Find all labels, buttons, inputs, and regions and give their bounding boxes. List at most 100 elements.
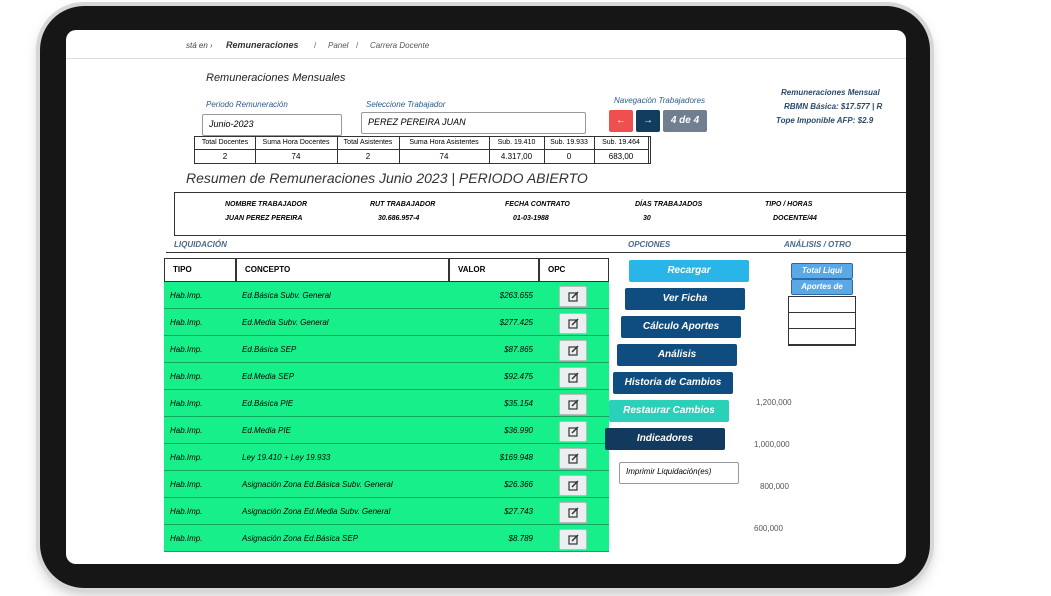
print-select[interactable]: Imprimir Liquidación(es) (619, 462, 739, 484)
edit-icon (568, 399, 579, 410)
option-button[interactable]: Análisis (617, 344, 737, 366)
edit-button[interactable] (559, 340, 587, 361)
table-header: CONCEPTO (236, 258, 449, 282)
axis-label: 1,000,000 (754, 440, 790, 449)
edit-button[interactable] (559, 475, 587, 496)
edit-icon (568, 453, 579, 464)
summary-header: Total Docentes (195, 137, 256, 150)
breadcrumb-bar (66, 30, 906, 59)
row-type: Hab.Imp. (170, 291, 203, 300)
worker-header: FECHA CONTRATO (505, 201, 570, 208)
edit-button[interactable] (559, 421, 587, 442)
row-type: Hab.Imp. (170, 507, 203, 516)
analysis-tab[interactable]: Aportes de (791, 279, 853, 295)
section-label: ANÁLISIS / OTRO (784, 240, 852, 249)
row-concept: Ley 19.410 + Ley 19.933 (242, 453, 331, 462)
summary-value: 2 (195, 150, 256, 163)
summary-value: 74 (255, 150, 338, 163)
edit-button[interactable] (559, 286, 587, 307)
analysis-tab[interactable]: Total Liqui (791, 263, 853, 279)
options-panel: Recargar Ver Ficha Cálculo Aportes Análisis… (605, 260, 756, 500)
edit-button[interactable] (559, 448, 587, 469)
table-row (164, 525, 609, 552)
row-concept: Ed.Media SEP (242, 372, 295, 381)
row-concept: Ed.Básica Subv. General (242, 291, 331, 300)
row-type: Hab.Imp. (170, 534, 203, 543)
row-type: Hab.Imp. (170, 345, 203, 354)
table-row (164, 471, 609, 498)
edit-button[interactable] (559, 529, 587, 550)
table-row (164, 390, 609, 417)
row-concept: Asignación Zona Ed.Media Subv. General (242, 507, 391, 516)
row-value: $169.948 (499, 453, 533, 462)
worker-value: 30.686.957-4 (378, 215, 420, 222)
row-concept: Ed.Básica PIE (242, 399, 294, 408)
summary-value: 683,00 (594, 150, 649, 163)
info-text: Tope Imponible AFP: $2.9 (776, 116, 874, 125)
option-button[interactable]: Recargar (629, 260, 749, 282)
position-indicator: 4 de 4 (663, 110, 707, 132)
table-row (164, 444, 609, 471)
axis-label: 600,000 (754, 524, 783, 533)
summary-header: Suma Hora Asistentes (399, 137, 490, 150)
section-title: Resumen de Remuneraciones Junio 2023 | P… (186, 170, 588, 186)
page-heading: Remuneraciones Mensuales (206, 72, 346, 84)
table-row (164, 417, 609, 444)
edit-button[interactable] (559, 394, 587, 415)
field-label: Seleccione Trabajador (366, 100, 446, 109)
summary-header: Sub. 19.464 (594, 137, 649, 150)
edit-button[interactable] (559, 502, 587, 523)
breadcrumb-item[interactable]: Panel (328, 41, 349, 50)
edit-icon (568, 507, 579, 518)
edit-icon (568, 426, 579, 437)
row-type: Hab.Imp. (170, 399, 203, 408)
worker-value: DOCENTE/44 (773, 215, 817, 222)
section-label: OPCIONES (628, 240, 671, 249)
summary-value: 74 (399, 150, 490, 163)
worker-header: DÍAS TRABAJADOS (635, 201, 703, 208)
summary-header: Suma Hora Docentes (255, 137, 338, 150)
option-button[interactable]: Historia de Cambios (613, 372, 733, 394)
row-value: $277.425 (499, 318, 533, 327)
table-header: OPC (539, 258, 609, 282)
option-button[interactable]: Indicadores (605, 428, 725, 450)
next-button[interactable]: → (636, 110, 660, 132)
edit-icon (568, 534, 579, 545)
summary-value: 4.317,00 (489, 150, 545, 163)
option-button[interactable]: Ver Ficha (625, 288, 745, 310)
summary-value: 2 (337, 150, 400, 163)
option-button[interactable]: Cálculo Aportes (621, 316, 741, 338)
worker-header: RUT TRABAJADOR (370, 201, 436, 208)
table-row (164, 498, 609, 525)
row-value: $27.743 (504, 507, 533, 516)
period-select[interactable]: Junio-2023 (202, 114, 342, 136)
field-label: Navegación Trabajadores (614, 96, 706, 105)
edit-icon (568, 291, 579, 302)
summary-table: Total Docentes 2 Suma Hora Docentes 74 Total… (194, 136, 651, 164)
breadcrumb-item[interactable]: Carrera Docente (370, 41, 430, 50)
breadcrumb-item[interactable]: Remuneraciones (226, 40, 299, 50)
breadcrumb-prefix: stá en › (186, 41, 213, 50)
worker-header: TIPO / HORAS (765, 201, 813, 208)
axis-label: 800,000 (760, 482, 789, 491)
worker-select[interactable]: PEREZ PEREIRA JUAN (361, 112, 586, 134)
option-button[interactable]: Restaurar Cambios (609, 400, 729, 422)
row-type: Hab.Imp. (170, 480, 203, 489)
row-value: $8.789 (508, 534, 533, 543)
row-concept: Ed.Básica SEP (242, 345, 297, 354)
edit-button[interactable] (559, 367, 587, 388)
table-header: TIPO (164, 258, 236, 282)
row-concept: Asignación Zona Ed.Básica SEP (242, 534, 359, 543)
prev-button[interactable]: ← (609, 110, 633, 132)
edit-button[interactable] (559, 313, 587, 334)
row-value: $26.366 (504, 480, 533, 489)
edit-icon (568, 345, 579, 356)
worker-header: NOMBRE TRABAJADOR (225, 201, 308, 208)
summary-header: Total Asistentes (337, 137, 400, 150)
row-value: $263.655 (499, 291, 533, 300)
row-concept: Asignación Zona Ed.Básica Subv. General (242, 480, 393, 489)
edit-icon (568, 480, 579, 491)
row-value: $36.990 (504, 426, 533, 435)
row-type: Hab.Imp. (170, 426, 203, 435)
